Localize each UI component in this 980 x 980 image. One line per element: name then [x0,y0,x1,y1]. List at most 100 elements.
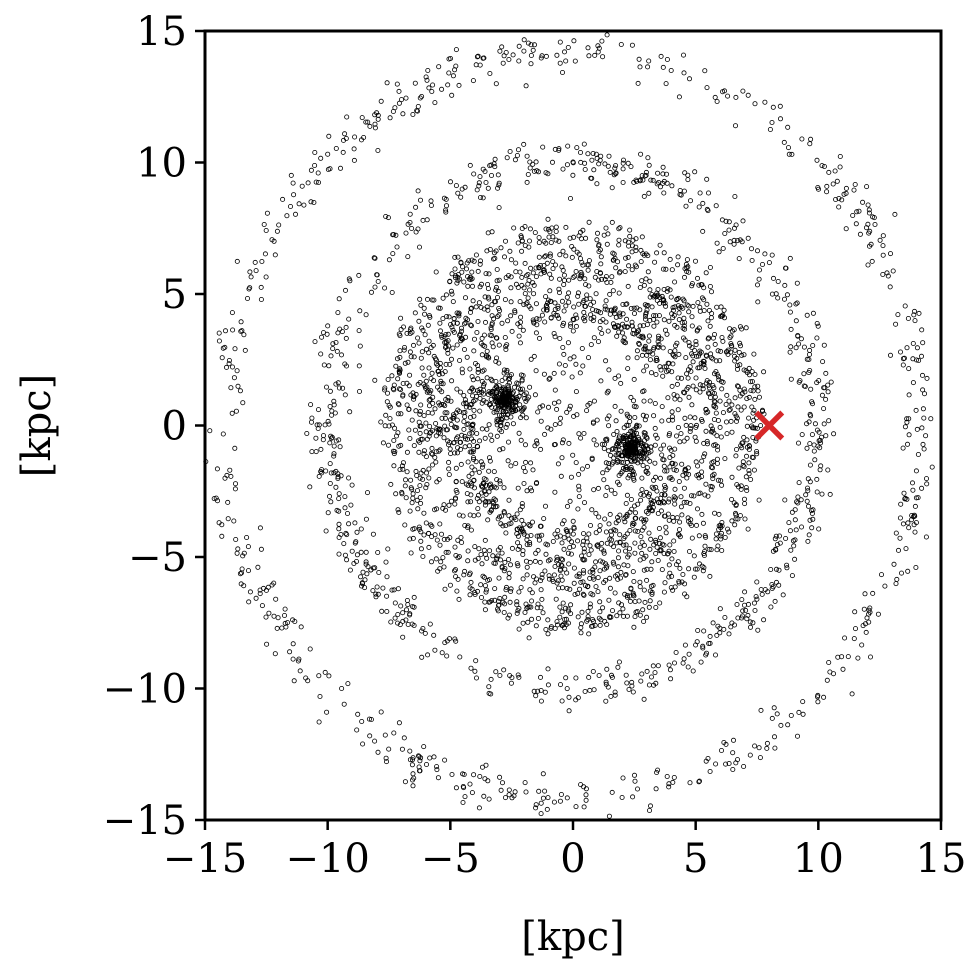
scatter-point [639,456,645,462]
scatter-point [469,401,475,407]
scatter-point [559,540,565,546]
scatter-point [458,439,464,445]
scatter-point [585,267,591,273]
scatter-point [573,460,579,466]
scatter-point [391,437,397,443]
scatter-point [573,804,579,810]
scatter-point [575,506,581,512]
scatter-point [465,283,471,289]
scatter-point [581,549,587,555]
scatter-point [563,675,569,681]
scatter-point [486,796,492,802]
scatter-point [351,561,357,567]
scatter-point [402,779,408,785]
scatter-point [689,351,695,357]
scatter-point [616,237,622,243]
scatter-point [469,269,475,275]
scatter-point [235,546,241,552]
scatter-point [613,446,619,452]
scatter-point [719,313,725,319]
scatter-point [502,601,508,607]
scatter-point [616,482,622,488]
scatter-point [433,556,439,562]
scatter-point [398,442,404,448]
scatter-point [583,282,589,288]
scatter-point [497,596,503,602]
scatter-point [426,365,432,371]
scatter-point [735,615,741,621]
scatter-point [654,181,660,187]
scatter-point [403,95,409,101]
scatter-point [776,582,782,588]
scatter-point [526,277,532,283]
scatter-point [682,591,688,597]
scatter-point [640,251,646,257]
highlight-markers [754,410,785,441]
scatter-point [514,561,520,567]
scatter-point [685,375,691,381]
scatter-point [459,479,465,485]
scatter-point [669,414,675,420]
scatter-point [598,310,604,316]
scatter-point [575,290,581,296]
scatter-point [824,677,830,683]
scatter-point [448,356,454,362]
scatter-point [513,269,519,275]
scatter-point [602,516,608,522]
scatter-point [429,370,435,376]
scatter-point [434,764,440,770]
scatter-point [469,283,475,289]
scatter-point [466,473,472,479]
scatter-point [486,271,492,277]
scatter-point [454,417,460,423]
scatter-point [515,672,521,678]
scatter-point [615,564,621,570]
scatter-point [424,217,430,223]
scatter-point [739,615,745,621]
scatter-point [508,285,514,291]
scatter-point [522,610,528,616]
scatter-point [566,561,572,567]
scatter-point [772,745,778,751]
scatter-point [502,795,508,801]
scatter-point [510,408,516,414]
scatter-point [616,290,622,296]
scatter-point [672,322,678,328]
scatter-point [391,382,397,388]
scatter-point [681,656,687,662]
scatter-point [656,500,662,506]
scatter-point [508,589,514,595]
y-tick-label: 0 [162,404,187,450]
scatter-point [264,641,270,647]
scatter-point [541,238,547,244]
scatter-point [727,406,733,412]
scatter-point [263,614,269,620]
scatter-point [326,493,332,499]
scatter-point [726,761,732,767]
scatter-point [536,316,542,322]
scatter-point [462,295,468,301]
scatter-point [420,327,426,333]
scatter-point [739,440,745,446]
scatter-point [732,395,738,401]
scatter-point [482,599,488,605]
scatter-point [593,151,599,157]
scatter-point [804,445,810,451]
scatter-point [639,278,645,284]
scatter-point [578,630,584,636]
scatter-point [682,266,688,272]
scatter-point [902,303,908,309]
scatter-point [316,473,322,479]
scatter-point [576,487,582,493]
scatter-point [656,341,662,347]
scatter-point [618,441,624,447]
scatter-point [238,570,244,576]
scatter-point [333,381,339,387]
scatter-point [444,410,450,416]
scatter-point [624,441,630,447]
scatter-point [804,312,810,318]
scatter-point [622,519,628,525]
scatter-point [573,312,579,318]
scatter-point [618,459,624,465]
scatter-point [612,692,618,698]
